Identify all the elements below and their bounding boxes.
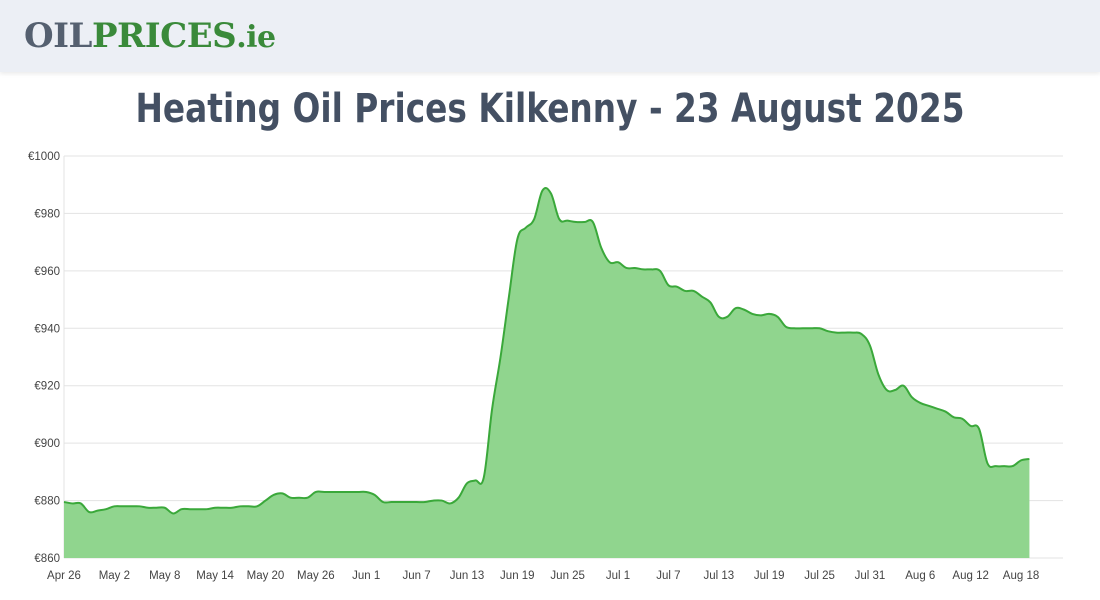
x-tick-label: Apr 26 (47, 570, 81, 582)
x-tick-label: Jun 25 (550, 570, 585, 582)
x-tick-label: May 2 (99, 570, 130, 582)
x-tick-label: Aug 18 (1003, 570, 1039, 582)
price-chart: €860 €880 €900 €920 €940 €960 €980 €1000 Apr 26… (28, 151, 1063, 582)
logo-prices-text: PRICES (91, 16, 237, 56)
y-tick-label: €960 (34, 266, 60, 278)
site-header: OILPRICES.ie (0, 0, 1100, 72)
x-tick-label: May 26 (297, 570, 335, 582)
x-tick-label: Aug 12 (952, 570, 988, 582)
price-area-fill (64, 187, 1030, 558)
page-title: Heating Oil Prices Kilkenny - 23 August … (135, 86, 965, 132)
y-tick-label: €920 (34, 381, 60, 393)
site-logo[interactable]: OILPRICES.ie (24, 16, 276, 58)
x-tick-label: Jun 19 (500, 570, 535, 582)
y-tick-label: €980 (34, 208, 60, 220)
x-tick-label: Jul 7 (656, 570, 680, 582)
x-axis: Apr 26 May 2 May 8 May 14 May 20 May 26 Jun 1 J… (47, 570, 1039, 582)
x-tick-label: Jul 25 (804, 570, 835, 582)
price-line[interactable] (63, 186, 1030, 515)
x-tick-label: Jul 31 (855, 570, 886, 582)
logo-tld-text: .ie (236, 20, 276, 55)
y-tick-label: €940 (34, 323, 60, 335)
x-tick-label: Jul 19 (754, 570, 785, 582)
x-tick-label: Jul 1 (606, 570, 630, 582)
x-tick-label: May 20 (247, 570, 285, 582)
x-tick-label: May 14 (196, 570, 234, 582)
x-tick-label: Jun 1 (352, 570, 380, 582)
y-tick-label: €860 (34, 553, 60, 565)
x-tick-label: Jun 13 (450, 570, 485, 582)
x-tick-label: Jun 7 (403, 570, 431, 582)
y-axis: €860 €880 €900 €920 €940 €960 €980 €1000 (28, 151, 60, 565)
x-tick-label: Aug 6 (905, 570, 935, 582)
y-tick-label: €1000 (28, 151, 60, 163)
x-tick-label: Jul 13 (703, 570, 734, 582)
x-tick-label: May 8 (149, 570, 180, 582)
logo-oil-text: OIL (24, 16, 92, 56)
y-tick-label: €900 (34, 438, 60, 450)
y-tick-label: €880 (34, 496, 60, 508)
